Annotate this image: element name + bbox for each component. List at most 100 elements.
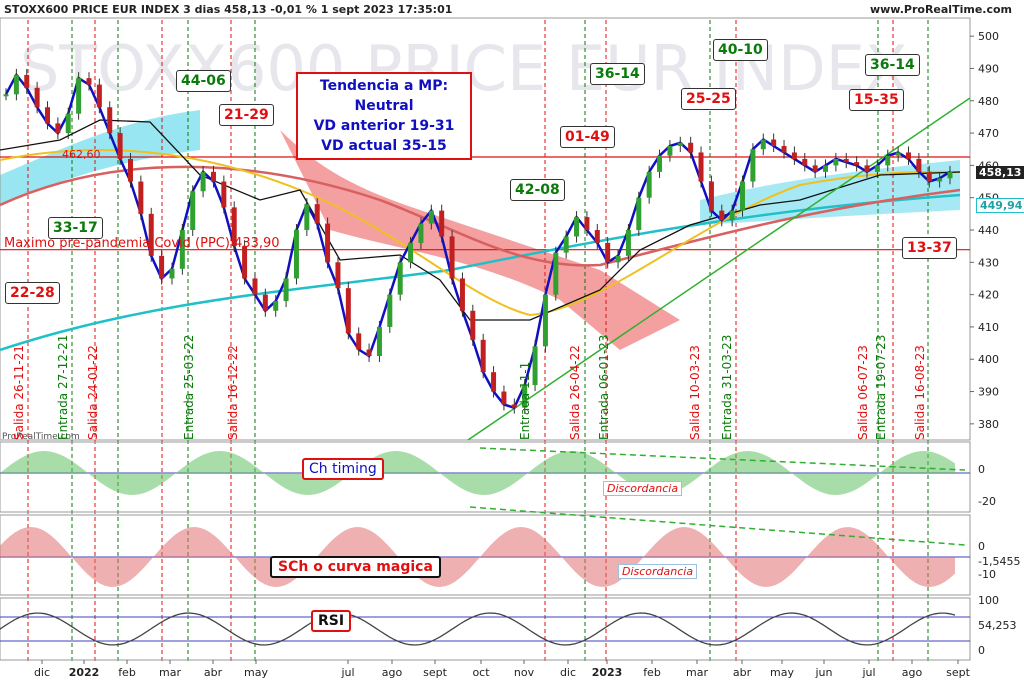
y-tick-label: 430 bbox=[978, 256, 999, 269]
candle-body bbox=[605, 242, 611, 263]
x-tick-label: may bbox=[244, 666, 268, 679]
candle-body bbox=[159, 255, 165, 279]
y-tick-label: 480 bbox=[978, 95, 999, 108]
candle-body bbox=[55, 123, 61, 134]
ma-black bbox=[0, 119, 961, 321]
candle-body bbox=[574, 217, 580, 237]
x-tick-label: jul bbox=[340, 666, 354, 679]
candle-body bbox=[812, 165, 818, 172]
x-tick-label: 2022 bbox=[69, 666, 100, 679]
x-tick-label: dic bbox=[34, 666, 50, 679]
score-box: 13-37 bbox=[902, 237, 957, 259]
score-box: 33-17 bbox=[48, 217, 103, 239]
candle-body bbox=[885, 155, 891, 166]
candle-body bbox=[594, 230, 600, 243]
candle-body bbox=[190, 191, 196, 230]
x-tick-label: oct bbox=[472, 666, 490, 679]
y-tick-label: 500 bbox=[978, 30, 999, 43]
signal-label: Salida 16-12-22 bbox=[226, 345, 240, 440]
trend-line-3: VD actual 35-15 bbox=[321, 138, 447, 154]
candle-body bbox=[802, 158, 808, 166]
x-tick-label: abr bbox=[733, 666, 752, 679]
candle-body bbox=[314, 204, 320, 224]
rsi-line bbox=[0, 612, 956, 646]
candle-body bbox=[823, 165, 829, 172]
candle-body bbox=[356, 333, 362, 350]
panel-frame bbox=[0, 441, 971, 513]
signal-label: Salida 26-11-21 bbox=[12, 345, 26, 440]
score-box: 42-08 bbox=[510, 179, 565, 201]
score-box: 44-06 bbox=[176, 70, 231, 92]
candle-body bbox=[906, 152, 912, 159]
score-box: 36-14 bbox=[865, 54, 920, 76]
candle-body bbox=[24, 74, 30, 88]
candle-body bbox=[65, 113, 71, 134]
panel-frame bbox=[0, 514, 971, 596]
x-axis: dic 2022 feb mar abr may jul ago sept oct nov dic 20… bbox=[34, 660, 971, 679]
candle-body bbox=[553, 252, 559, 295]
site-name[interactable]: www.ProRealTime.com bbox=[869, 3, 1012, 16]
candle-body bbox=[138, 181, 144, 214]
logo-text: ProRealTime.com bbox=[2, 432, 80, 442]
x-tick-label: jul bbox=[861, 666, 875, 679]
divergence-line bbox=[479, 447, 966, 471]
y-tick-label: 440 bbox=[978, 224, 999, 237]
y-axis: 5004904804704604504404304204104003903800… bbox=[970, 30, 1020, 657]
y-tick-label: 490 bbox=[978, 62, 999, 75]
candle-body bbox=[729, 210, 735, 221]
candle-body bbox=[522, 385, 528, 408]
cyan-price-tag: 449,94 bbox=[976, 198, 1024, 213]
candle-body bbox=[667, 146, 673, 156]
signal-label: Entrada 06-01-23 bbox=[597, 334, 611, 440]
candle-body bbox=[501, 391, 507, 405]
candles bbox=[3, 68, 953, 414]
candle-body bbox=[200, 171, 206, 192]
candle-body bbox=[563, 236, 569, 253]
candle-body bbox=[44, 107, 50, 124]
candle-body bbox=[698, 152, 704, 182]
candle-body bbox=[926, 171, 932, 182]
score-box: 22-28 bbox=[5, 282, 60, 304]
panel-tick-label: 0 bbox=[978, 463, 985, 476]
panel-tick-label: 54,253 bbox=[978, 619, 1017, 632]
kumo-red bbox=[280, 130, 680, 350]
panel-tick-label: 0 bbox=[978, 644, 985, 657]
x-tick-label: ago bbox=[382, 666, 403, 679]
signal-label: Salida 16-08-23 bbox=[913, 345, 927, 440]
discordancia-label: Discordancia bbox=[618, 564, 698, 579]
ma-cyan bbox=[0, 193, 961, 352]
x-tick-label: feb bbox=[118, 666, 136, 679]
candle-body bbox=[366, 349, 372, 356]
candle-body bbox=[511, 404, 517, 408]
candle-body bbox=[293, 230, 299, 279]
candle-body bbox=[874, 165, 880, 172]
signal-label: Entrada 31-03-23 bbox=[720, 334, 734, 440]
candle-body bbox=[439, 210, 445, 237]
x-tick-label: jun bbox=[815, 666, 833, 679]
x-tick-label: sept bbox=[946, 666, 970, 679]
chart-title: STOXX600 PRICE EUR INDEX 3 dias 458,13 -… bbox=[4, 3, 453, 16]
x-tick-label: mar bbox=[159, 666, 181, 679]
indicator-panels bbox=[0, 441, 971, 661]
panel-tick-label: 0 bbox=[978, 540, 985, 553]
trend-line bbox=[467, 97, 971, 441]
candle-body bbox=[231, 207, 237, 247]
candle-body bbox=[304, 204, 310, 230]
pandemic-level-label: Maximo pre-pandemia Covid (PPC) 433,90 bbox=[4, 236, 280, 251]
candle-body bbox=[677, 142, 683, 146]
candle-body bbox=[387, 294, 393, 327]
candle-body bbox=[625, 230, 631, 256]
candle-body bbox=[376, 326, 382, 356]
x-tick-label: 2023 bbox=[592, 666, 623, 679]
candle-body bbox=[947, 171, 953, 179]
candle-body bbox=[781, 146, 787, 153]
x-tick-label: sept bbox=[423, 666, 447, 679]
candle-body bbox=[895, 152, 901, 156]
divergence-line bbox=[469, 506, 966, 546]
candle-body bbox=[843, 158, 849, 163]
candle-body bbox=[76, 78, 82, 114]
score-box: 21-29 bbox=[219, 104, 274, 126]
candle-body bbox=[636, 197, 642, 230]
candle-body bbox=[532, 346, 538, 386]
candle-body bbox=[397, 262, 403, 295]
